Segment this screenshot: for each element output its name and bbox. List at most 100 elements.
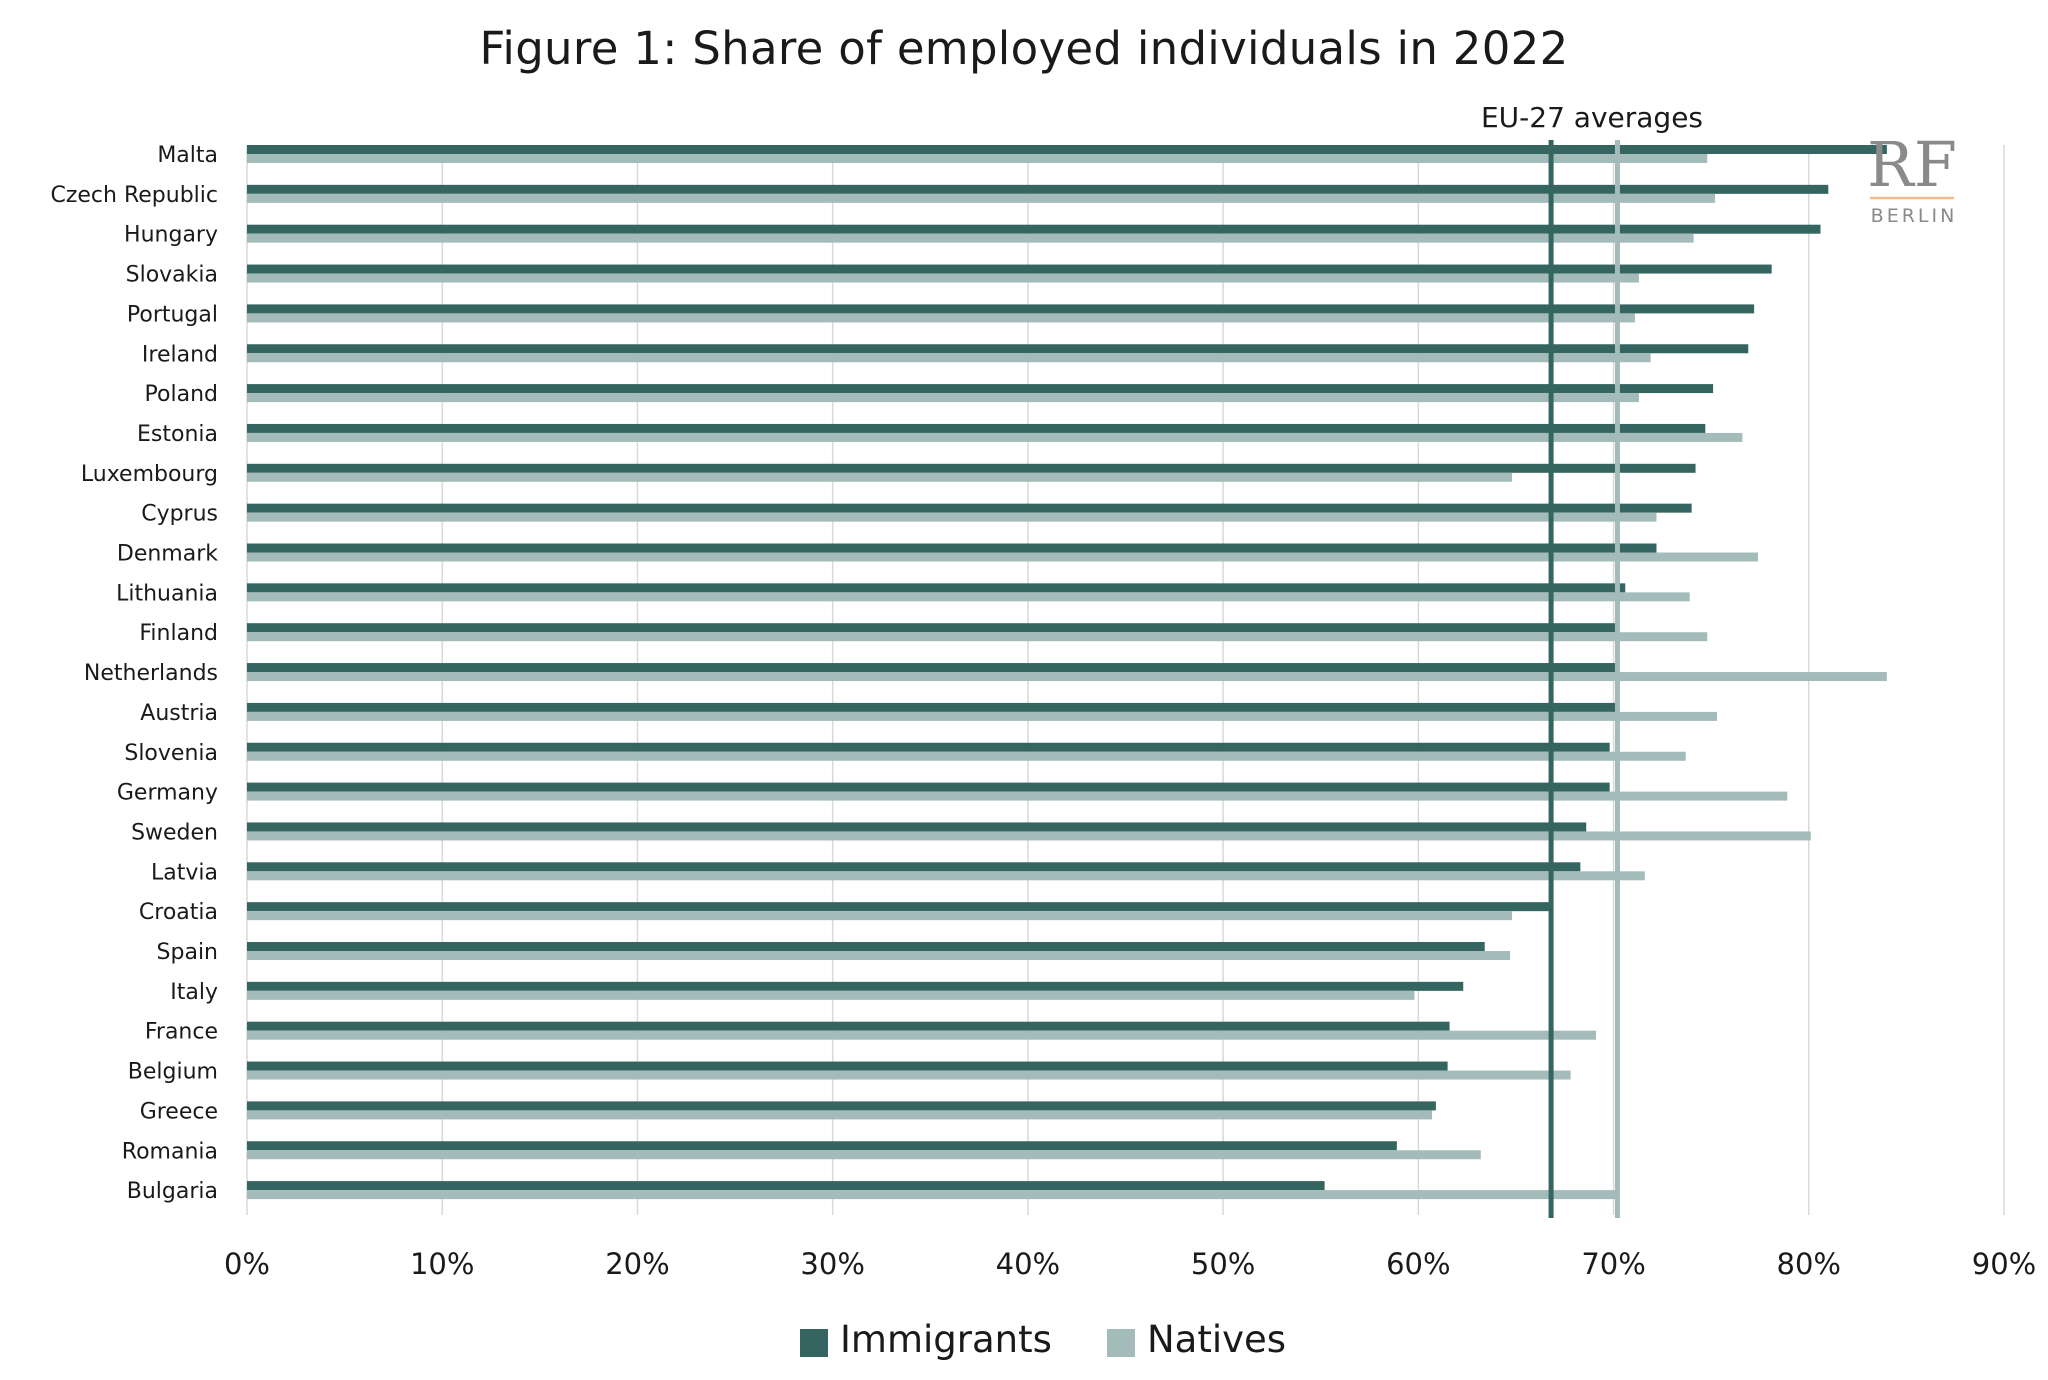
bar-immigrants-lithuania [247, 583, 1626, 593]
category-label: Italy [170, 980, 218, 1005]
category-label: Bulgaria [127, 1179, 218, 1204]
bar-natives-slovakia [247, 273, 1639, 283]
bar-immigrants-slovenia [247, 742, 1610, 752]
bar-natives-hungary [247, 233, 1694, 243]
bar-immigrants-finland [247, 623, 1618, 633]
reference-lines [1548, 140, 1620, 1218]
category-label: Luxembourg [81, 462, 218, 487]
x-tick-label: 80% [1777, 1247, 1841, 1281]
logo-subtitle: BERLIN [1871, 205, 1958, 227]
bar-natives-estonia [247, 432, 1743, 442]
bar-immigrants-portugal [247, 304, 1755, 314]
bar-immigrants-netherlands [247, 663, 1618, 673]
category-label: Romania [122, 1139, 218, 1164]
bar-natives-ireland [247, 353, 1651, 363]
bar-natives-romania [247, 1150, 1481, 1160]
category-label: Sweden [131, 820, 218, 845]
bar-natives-malta [247, 154, 1708, 163]
category-label: Czech Republic [50, 183, 218, 208]
eu27-averages-annotation: EU-27 averages [1481, 101, 1703, 134]
bar-immigrants-czech-republic [247, 184, 1829, 194]
bar-natives-slovenia [247, 751, 1686, 761]
bar-immigrants-sweden [247, 822, 1587, 832]
bar-natives-austria [247, 711, 1718, 721]
bar-natives-finland [247, 632, 1708, 642]
bar-immigrants-romania [247, 1141, 1397, 1151]
bar-immigrants-france [247, 1021, 1450, 1031]
bar-natives-cyprus [247, 512, 1657, 522]
bar-natives-sweden [247, 831, 1811, 841]
bar-immigrants-italy [247, 981, 1464, 991]
category-labels: Malta Czech Republic Hungary Slovakia Portug… [50, 143, 218, 1204]
category-label: Spain [157, 940, 218, 965]
bar-immigrants-ireland [247, 344, 1749, 354]
bar-natives-poland [247, 393, 1639, 403]
x-tick-label: 50% [1191, 1247, 1255, 1281]
category-label: Netherlands [84, 661, 218, 686]
bar-immigrants-estonia [247, 423, 1706, 433]
category-label: Ireland [142, 342, 218, 367]
bar-immigrants-croatia [247, 902, 1552, 912]
category-label: Denmark [117, 542, 218, 567]
bar-immigrants-belgium [247, 1061, 1448, 1071]
category-label: Malta [157, 143, 218, 168]
x-tick-label: 70% [1581, 1247, 1645, 1281]
legend-label-natives: Natives [1147, 1318, 1286, 1361]
bar-natives-lithuania [247, 592, 1690, 602]
category-label: Croatia [139, 900, 218, 925]
bar-immigrants-greece [247, 1101, 1436, 1111]
bar-natives-netherlands [247, 672, 1887, 682]
bar-natives-luxembourg [247, 472, 1513, 482]
category-label: Germany [117, 781, 218, 806]
category-label: Greece [140, 1099, 218, 1124]
category-label: Belgium [128, 1060, 218, 1085]
category-label: France [145, 1020, 218, 1045]
category-label: Lithuania [116, 581, 218, 606]
bar-immigrants-latvia [247, 862, 1581, 872]
bar-immigrants-spain [247, 942, 1485, 951]
category-label: Slovenia [124, 741, 218, 766]
category-label: Portugal [127, 302, 218, 327]
bar-immigrants-austria [247, 702, 1618, 712]
x-axis-ticks: 0% 10% 20% 30% 40% 50% 60% 70% 80% 90% [224, 1247, 2036, 1281]
bar-immigrants-germany [247, 782, 1610, 792]
bar-natives-spain [247, 951, 1511, 960]
x-tick-label: 10% [410, 1247, 474, 1281]
category-label: Poland [145, 382, 218, 407]
bar-natives-czech-republic [247, 193, 1716, 203]
bar-natives-denmark [247, 552, 1759, 562]
chart-title: Figure 1: Share of employed individuals … [479, 22, 1569, 75]
x-tick-label: 90% [1972, 1247, 2036, 1281]
bar-immigrants-denmark [247, 543, 1657, 553]
bar-natives-latvia [247, 871, 1645, 881]
x-tick-label: 40% [996, 1247, 1060, 1281]
bar-immigrants-bulgaria [247, 1181, 1325, 1191]
x-tick-label: 0% [224, 1247, 270, 1281]
bars [247, 145, 1887, 1200]
bar-natives-portugal [247, 313, 1636, 323]
legend-swatch-immigrants [800, 1329, 828, 1357]
legend-swatch-natives [1107, 1329, 1135, 1357]
bar-immigrants-hungary [247, 224, 1821, 234]
bar-immigrants-malta [247, 145, 1887, 154]
bar-natives-italy [247, 990, 1415, 1000]
bar-natives-belgium [247, 1070, 1571, 1080]
category-label: Slovakia [126, 263, 218, 288]
category-label: Austria [140, 701, 218, 726]
bar-natives-bulgaria [247, 1190, 1616, 1200]
bar-natives-croatia [247, 911, 1513, 921]
category-label: Cyprus [141, 502, 218, 527]
bar-natives-greece [247, 1110, 1432, 1120]
bar-immigrants-luxembourg [247, 463, 1696, 473]
category-label: Latvia [151, 860, 218, 885]
bar-natives-germany [247, 791, 1788, 801]
category-label: Estonia [137, 422, 218, 447]
x-tick-label: 30% [800, 1247, 864, 1281]
category-label: Finland [139, 621, 218, 646]
x-tick-label: 60% [1386, 1247, 1450, 1281]
bar-immigrants-cyprus [247, 503, 1692, 513]
x-tick-label: 20% [605, 1247, 669, 1281]
category-label: Hungary [124, 223, 218, 248]
bar-immigrants-poland [247, 384, 1714, 394]
legend-label-immigrants: Immigrants [840, 1318, 1052, 1361]
